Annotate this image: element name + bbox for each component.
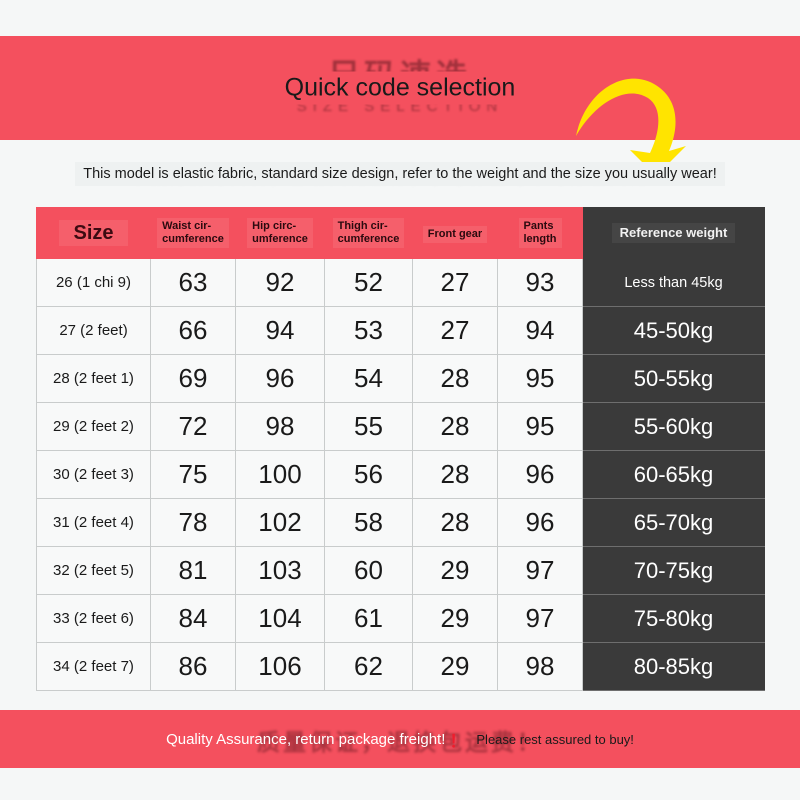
column-header-pants-length-label: Pants length <box>518 218 562 248</box>
column-header-size: Size <box>36 207 151 259</box>
header-banner: 尺码速选 SIZE SELECTION Quick code selection <box>0 36 800 140</box>
footer-main-text: Quality Assurance, return package freigh… <box>166 730 446 748</box>
table-row: 33 (2 feet 6) 84 104 61 29 97 75-80kg <box>36 594 765 643</box>
cell-thigh: 62 <box>324 642 413 691</box>
cell-pants-length: 96 <box>497 498 583 547</box>
cell-thigh: 53 <box>324 306 413 355</box>
cell-thigh: 61 <box>324 594 413 643</box>
column-header-reference-weight-label: Reference weight <box>611 223 736 243</box>
cell-reference-weight: 45-50kg <box>582 306 765 355</box>
table-row: 29 (2 feet 2) 72 98 55 28 95 55-60kg <box>36 402 765 451</box>
cell-size: 26 (1 chi 9) <box>36 258 151 307</box>
cell-hip: 102 <box>235 498 325 547</box>
size-chart-table: Size Waist cir- cumference Hip circ- umf… <box>36 207 765 691</box>
cell-thigh: 60 <box>324 546 413 595</box>
cell-thigh: 55 <box>324 402 413 451</box>
cell-front-gear: 28 <box>412 498 498 547</box>
cell-front-gear: 29 <box>412 594 498 643</box>
column-header-pants-length: Pants length <box>497 207 583 259</box>
cell-reference-weight: 55-60kg <box>582 402 765 451</box>
cell-hip: 94 <box>235 306 325 355</box>
cell-hip: 104 <box>235 594 325 643</box>
cell-hip: 98 <box>235 402 325 451</box>
cell-hip: 103 <box>235 546 325 595</box>
column-header-thigh-label: Thigh cir- cumference <box>332 218 405 248</box>
cell-front-gear: 27 <box>412 306 498 355</box>
cell-waist: 81 <box>150 546 236 595</box>
cell-pants-length: 96 <box>497 450 583 499</box>
cell-thigh: 58 <box>324 498 413 547</box>
subtitle-row: 本款为弹力面料，标准尺码设计，参考体重与平时穿着尺码！ This model i… <box>0 150 800 198</box>
cell-pants-length: 95 <box>497 402 583 451</box>
column-header-waist: Waist cir- cumference <box>150 207 236 259</box>
cell-hip: 100 <box>235 450 325 499</box>
cell-front-gear: 28 <box>412 354 498 403</box>
cell-front-gear: 29 <box>412 642 498 691</box>
cell-waist: 63 <box>150 258 236 307</box>
table-row: 30 (2 feet 3) 75 100 56 28 96 60-65kg <box>36 450 765 499</box>
cell-reference-weight: 60-65kg <box>582 450 765 499</box>
cell-size: 31 (2 feet 4) <box>36 498 151 547</box>
footer-sub-text: Please rest assured to buy! <box>476 731 634 747</box>
table-row: 28 (2 feet 1) 69 96 54 28 95 50-55kg <box>36 354 765 403</box>
column-header-waist-label: Waist cir- cumference <box>157 218 229 248</box>
cell-waist: 84 <box>150 594 236 643</box>
cell-waist: 69 <box>150 354 236 403</box>
cell-size: 27 (2 feet) <box>36 306 151 355</box>
column-header-hip-label: Hip circ- umference <box>247 218 313 248</box>
table-row: 31 (2 feet 4) 78 102 58 28 96 65-70kg <box>36 498 765 547</box>
cell-waist: 66 <box>150 306 236 355</box>
column-header-front-gear-label: Front gear <box>422 225 488 243</box>
cell-size: 30 (2 feet 3) <box>36 450 151 499</box>
cell-reference-weight: 65-70kg <box>582 498 765 547</box>
cell-size: 28 (2 feet 1) <box>36 354 151 403</box>
table-header-row: Size Waist cir- cumference Hip circ- umf… <box>36 207 765 259</box>
cell-reference-weight: 50-55kg <box>582 354 765 403</box>
cell-front-gear: 29 <box>412 546 498 595</box>
cell-hip: 92 <box>235 258 325 307</box>
cell-pants-length: 95 <box>497 354 583 403</box>
cell-size: 32 (2 feet 5) <box>36 546 151 595</box>
cell-front-gear: 27 <box>412 258 498 307</box>
page-title: Quick code selection <box>272 71 528 105</box>
footer-overlay: Quality Assurance, return package freigh… <box>0 710 800 768</box>
table-row: 27 (2 feet) 66 94 53 27 94 45-50kg <box>36 306 765 355</box>
table-row: 26 (1 chi 9) 63 92 52 27 93 Less than 45kg <box>36 258 765 307</box>
cell-waist: 72 <box>150 402 236 451</box>
cell-thigh: 52 <box>324 258 413 307</box>
table-row: 34 (2 feet 7) 86 106 62 29 98 80-85kg <box>36 642 765 691</box>
column-header-reference-weight: Reference weight <box>582 207 765 259</box>
cell-waist: 78 <box>150 498 236 547</box>
table-body: 26 (1 chi 9) 63 92 52 27 93 Less than 45kg 27 (… <box>36 258 765 691</box>
cell-pants-length: 97 <box>497 546 583 595</box>
column-header-hip: Hip circ- umference <box>235 207 325 259</box>
cell-hip: 106 <box>235 642 325 691</box>
footer-banner: 质量保证，退换包运费！ Quality Assurance, return pa… <box>0 710 800 768</box>
cell-pants-length: 93 <box>497 258 583 307</box>
table-row: 32 (2 feet 5) 81 103 60 29 97 70-75kg <box>36 546 765 595</box>
cell-thigh: 54 <box>324 354 413 403</box>
column-header-size-label: Size <box>59 220 128 246</box>
cell-size: 33 (2 feet 6) <box>36 594 151 643</box>
column-header-front-gear: Front gear <box>412 207 498 259</box>
cell-hip: 96 <box>235 354 325 403</box>
footer-ghost-text: 质量保证，退换包运费！ <box>257 729 543 755</box>
cell-pants-length: 94 <box>497 306 583 355</box>
cell-size: 34 (2 feet 7) <box>36 642 151 691</box>
cell-reference-weight: 70-75kg <box>582 546 765 595</box>
subtitle-text: This model is elastic fabric, standard s… <box>75 162 725 186</box>
footer-exclamation: ！ <box>449 731 467 751</box>
cell-size: 29 (2 feet 2) <box>36 402 151 451</box>
cell-front-gear: 28 <box>412 450 498 499</box>
cell-front-gear: 28 <box>412 402 498 451</box>
cell-reference-weight: Less than 45kg <box>582 258 765 307</box>
cell-waist: 86 <box>150 642 236 691</box>
cell-reference-weight: 75-80kg <box>582 594 765 643</box>
cell-thigh: 56 <box>324 450 413 499</box>
cell-reference-weight: 80-85kg <box>582 642 765 691</box>
cell-pants-length: 98 <box>497 642 583 691</box>
cell-waist: 75 <box>150 450 236 499</box>
column-header-thigh: Thigh cir- cumference <box>324 207 413 259</box>
cell-pants-length: 97 <box>497 594 583 643</box>
